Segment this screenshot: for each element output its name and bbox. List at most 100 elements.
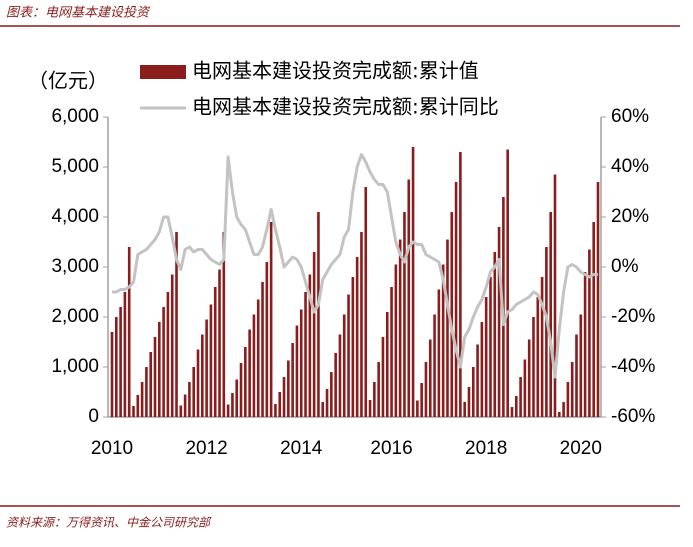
- x-tick-label: 2012: [185, 438, 227, 459]
- bar: [205, 319, 208, 417]
- legend-label: 电网基本建设投资完成额:累计值: [192, 59, 479, 83]
- bar: [360, 232, 363, 417]
- bar: [536, 297, 540, 417]
- x-tick-label: 2018: [465, 438, 507, 459]
- bar: [231, 393, 234, 417]
- bar: [153, 337, 157, 417]
- bar: [540, 277, 544, 417]
- bar: [489, 277, 492, 417]
- bar: [398, 239, 402, 417]
- bar: [248, 329, 251, 417]
- bar: [140, 382, 144, 417]
- bar: [235, 379, 239, 417]
- y-tick-label: 1,000: [51, 356, 99, 377]
- bar: [523, 359, 527, 417]
- bar: [596, 182, 600, 417]
- bar: [553, 174, 557, 417]
- bar: [433, 314, 436, 417]
- y-tick-label: 4,000: [51, 206, 99, 227]
- bar: [269, 222, 273, 417]
- yoy-line: [112, 153, 598, 379]
- bar: [179, 405, 183, 417]
- y-tick-label: 0: [88, 406, 99, 427]
- bar: [471, 367, 475, 417]
- y2-tick-label: -40%: [611, 356, 655, 377]
- bar: [420, 383, 423, 417]
- bar: [549, 212, 552, 417]
- bar: [278, 392, 282, 417]
- bar: [265, 262, 269, 417]
- bar: [506, 149, 509, 417]
- bar: [213, 287, 217, 417]
- bar: [394, 264, 398, 417]
- bar: [110, 332, 114, 417]
- bar: [304, 292, 307, 417]
- bar: [299, 309, 303, 417]
- x-tick-label: 2014: [280, 438, 323, 459]
- bar: [403, 212, 406, 417]
- bar: [261, 282, 264, 417]
- y-tick-label: 3,000: [51, 256, 99, 277]
- bar: [364, 187, 368, 417]
- bar: [291, 343, 294, 417]
- bar: [127, 247, 131, 417]
- bar: [295, 325, 299, 417]
- bar: [390, 287, 393, 417]
- bar: [373, 382, 376, 417]
- bar: [566, 382, 570, 417]
- bar: [450, 212, 454, 417]
- bar: [209, 304, 213, 417]
- bar: [514, 396, 518, 417]
- bar: [170, 274, 174, 417]
- x-tick-label: 2010: [91, 438, 133, 459]
- bar: [484, 297, 488, 417]
- bar: [145, 367, 148, 417]
- bar: [463, 402, 466, 417]
- bar: [308, 274, 312, 417]
- bar: [424, 362, 428, 417]
- bar: [123, 292, 127, 417]
- bar: [459, 152, 462, 417]
- x-tick-label: 2016: [370, 438, 412, 459]
- bar: [411, 147, 415, 417]
- bar: [334, 353, 337, 417]
- y2-tick-label: -20%: [611, 306, 655, 327]
- bar: [575, 334, 578, 417]
- bar: [570, 362, 574, 417]
- bar: [579, 314, 583, 417]
- bar: [312, 252, 316, 417]
- y-tick-label: 5,000: [51, 156, 99, 177]
- legend-swatch: [140, 65, 186, 79]
- bar: [407, 179, 411, 417]
- bar: [162, 307, 165, 417]
- bar: [119, 307, 122, 417]
- bar: [166, 292, 170, 417]
- bar: [226, 404, 230, 417]
- bar: [493, 252, 497, 417]
- bar: [476, 344, 479, 417]
- bar: [385, 312, 389, 417]
- bar: [532, 317, 535, 417]
- bar: [196, 349, 200, 417]
- bar: [274, 404, 277, 417]
- bar: [317, 212, 320, 417]
- y-tick-label: 2,000: [51, 306, 99, 327]
- bar: [368, 400, 372, 417]
- bar: [136, 395, 140, 417]
- bar: [239, 363, 243, 417]
- bar: [158, 322, 161, 417]
- y2-tick-label: 60%: [611, 106, 649, 127]
- y2-tick-label: 0%: [611, 256, 639, 277]
- bar: [218, 269, 221, 417]
- bar: [557, 412, 561, 417]
- y2-tick-label: -60%: [611, 406, 655, 427]
- bar: [562, 402, 565, 417]
- bar: [252, 314, 256, 417]
- bar: [355, 257, 359, 417]
- bar: [244, 347, 247, 417]
- bar: [188, 382, 191, 417]
- y-tick-label: 6,000: [51, 106, 99, 127]
- bar: [282, 377, 286, 417]
- bar: [416, 400, 419, 417]
